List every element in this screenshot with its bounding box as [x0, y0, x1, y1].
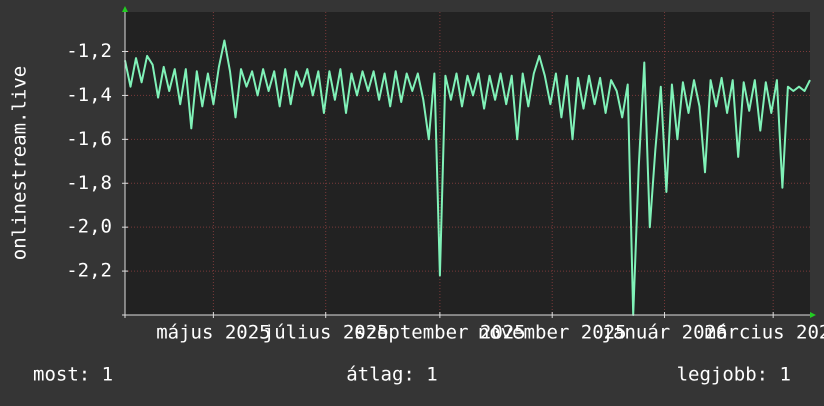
footer-max: legjobb: 1: [677, 364, 791, 386]
y-arrow: [122, 6, 128, 12]
plot-area: [125, 12, 810, 315]
marks: [124, 39, 811, 316]
x-tick-label: május 2025: [156, 322, 270, 344]
x-tick-label: szeptember 2025: [354, 322, 526, 344]
y-tick-label: -1,2: [66, 40, 112, 62]
grid: [122, 12, 810, 318]
y-axis-label: onlinestream.live: [9, 66, 31, 260]
y-tick-label: -1,8: [66, 172, 112, 194]
x-tick-label: november 2025: [478, 322, 627, 344]
y-tick-label: -2,0: [66, 216, 112, 238]
series-line: [124, 39, 811, 316]
footer-current: most: 1: [33, 364, 113, 386]
footer-average: átlag: 1: [346, 364, 438, 386]
y-tick-label: -1,6: [66, 128, 112, 150]
x-tick-label: július 2025: [263, 322, 389, 344]
x-tick-label: március 2026: [705, 322, 824, 344]
x-arrow: [810, 312, 816, 318]
x-tick-label: január 2026: [602, 322, 728, 344]
y-tick-label: -1,4: [66, 84, 112, 106]
y-tick-label: -2,2: [66, 260, 112, 282]
